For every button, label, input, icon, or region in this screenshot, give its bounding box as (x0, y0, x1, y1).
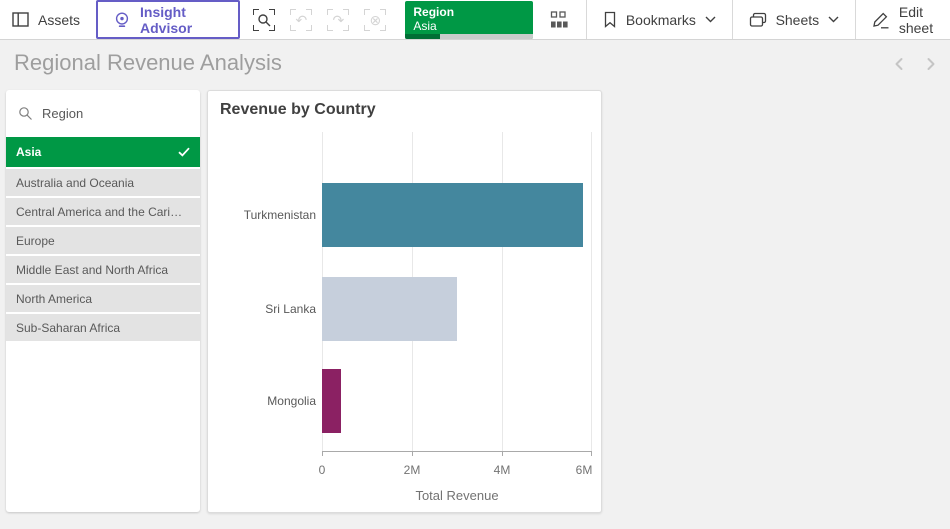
gridline (502, 132, 503, 451)
toolbar-separator (855, 0, 856, 39)
category-label: Turkmenistan (243, 208, 316, 222)
checkmark-icon (178, 147, 190, 157)
edit-sheet-button[interactable]: Edit sheet (856, 0, 950, 39)
edit-sheet-label: Edit sheet (898, 3, 934, 36)
redo-icon[interactable]: ↷ (327, 8, 350, 31)
sheets-icon (749, 12, 767, 28)
chevron-down-icon (828, 16, 839, 23)
axis-tick (322, 451, 323, 456)
x-axis-title: Total Revenue (415, 488, 499, 503)
bar-turkmenistan[interactable] (322, 183, 583, 247)
toolbar-separator (586, 0, 587, 39)
selection-chip-region[interactable]: Region Asia (405, 0, 534, 39)
bookmark-icon (603, 11, 617, 28)
assets-button[interactable]: Assets (0, 0, 96, 39)
selection-progress-track (405, 33, 534, 39)
x-tick-label: 0 (318, 463, 326, 477)
x-tick-label: 6M (575, 463, 593, 477)
filter-search-header[interactable]: Region (6, 90, 200, 137)
bookmarks-label: Bookmarks (625, 11, 696, 28)
insight-advisor-button[interactable]: Insight Advisor (96, 0, 241, 39)
category-label: Mongolia (267, 394, 316, 408)
axis-tick (502, 451, 503, 456)
app-objects-button[interactable] (533, 0, 586, 39)
pencil-icon (872, 11, 890, 29)
top-toolbar: Assets Insight Advisor ↶ (0, 0, 950, 40)
filter-item[interactable]: Central America and the Cari… (6, 196, 200, 225)
assets-label: Assets (38, 11, 81, 28)
sheets-label: Sheets (775, 11, 820, 28)
clear-selections-icon[interactable]: ⊗ (364, 8, 387, 31)
plot-area (322, 132, 592, 452)
filter-item-label: Australia and Oceania (16, 175, 135, 190)
revenue-by-country-chart: Revenue by Country Turkmenistan Sri Lank… (207, 90, 602, 513)
sheet-title-bar: Regional Revenue Analysis (0, 41, 950, 89)
filter-item-asia-selected[interactable]: Asia (6, 137, 200, 167)
filter-item-label: Europe (16, 233, 55, 248)
filter-item[interactable]: Europe (6, 225, 200, 254)
bar-mongolia[interactable] (322, 369, 341, 433)
selection-tools: ↶ ↷ ⊗ (240, 0, 399, 39)
grid-icon (550, 11, 569, 28)
sheets-dropdown[interactable]: Sheets (733, 0, 856, 39)
insight-advisor-icon (113, 11, 131, 29)
sheet-navigation (890, 55, 940, 73)
gridline (591, 132, 592, 451)
filter-item-label: North America (16, 291, 93, 306)
search-icon (18, 106, 33, 121)
previous-sheet-icon[interactable] (890, 55, 908, 73)
smart-search-icon[interactable] (253, 8, 276, 31)
toolbar-right: Bookmarks Sheets (533, 0, 950, 39)
chart-title: Revenue by Country (220, 101, 376, 118)
category-label: Sri Lanka (265, 302, 316, 316)
bookmarks-dropdown[interactable]: Bookmarks (587, 0, 732, 39)
filter-item-label: Sub-Saharan Africa (16, 320, 121, 335)
filter-field-label: Region (42, 106, 84, 121)
undo-icon[interactable]: ↶ (290, 8, 313, 31)
filter-item[interactable]: Middle East and North Africa (6, 254, 200, 283)
bar-sri-lanka[interactable] (322, 277, 457, 341)
x-tick-label: 4M (493, 463, 511, 477)
assets-panel-icon (12, 12, 29, 27)
filter-item-label: Central America and the Cari… (16, 204, 183, 219)
chevron-down-icon (705, 16, 716, 23)
toolbar-separator (731, 0, 733, 39)
filter-item[interactable]: Australia and Oceania (6, 167, 200, 196)
filter-selected-label: Asia (16, 145, 42, 159)
selection-chip-field: Region (413, 4, 455, 19)
selection-progress-fill (405, 33, 440, 39)
next-sheet-icon[interactable] (922, 55, 940, 73)
filter-item-label: Middle East and North Africa (16, 262, 169, 277)
region-filter-pane: Region Asia Australia and Oceania Centra… (6, 90, 200, 512)
filter-item[interactable]: Sub-Saharan Africa (6, 312, 200, 341)
axis-tick (412, 451, 413, 456)
selection-chip-value: Asia (413, 18, 437, 33)
filter-item[interactable]: North America (6, 283, 200, 312)
axis-tick (591, 451, 592, 456)
sheet-title: Regional Revenue Analysis (14, 50, 282, 75)
x-tick-label: 2M (403, 463, 421, 477)
insight-advisor-label: Insight Advisor (140, 3, 193, 36)
